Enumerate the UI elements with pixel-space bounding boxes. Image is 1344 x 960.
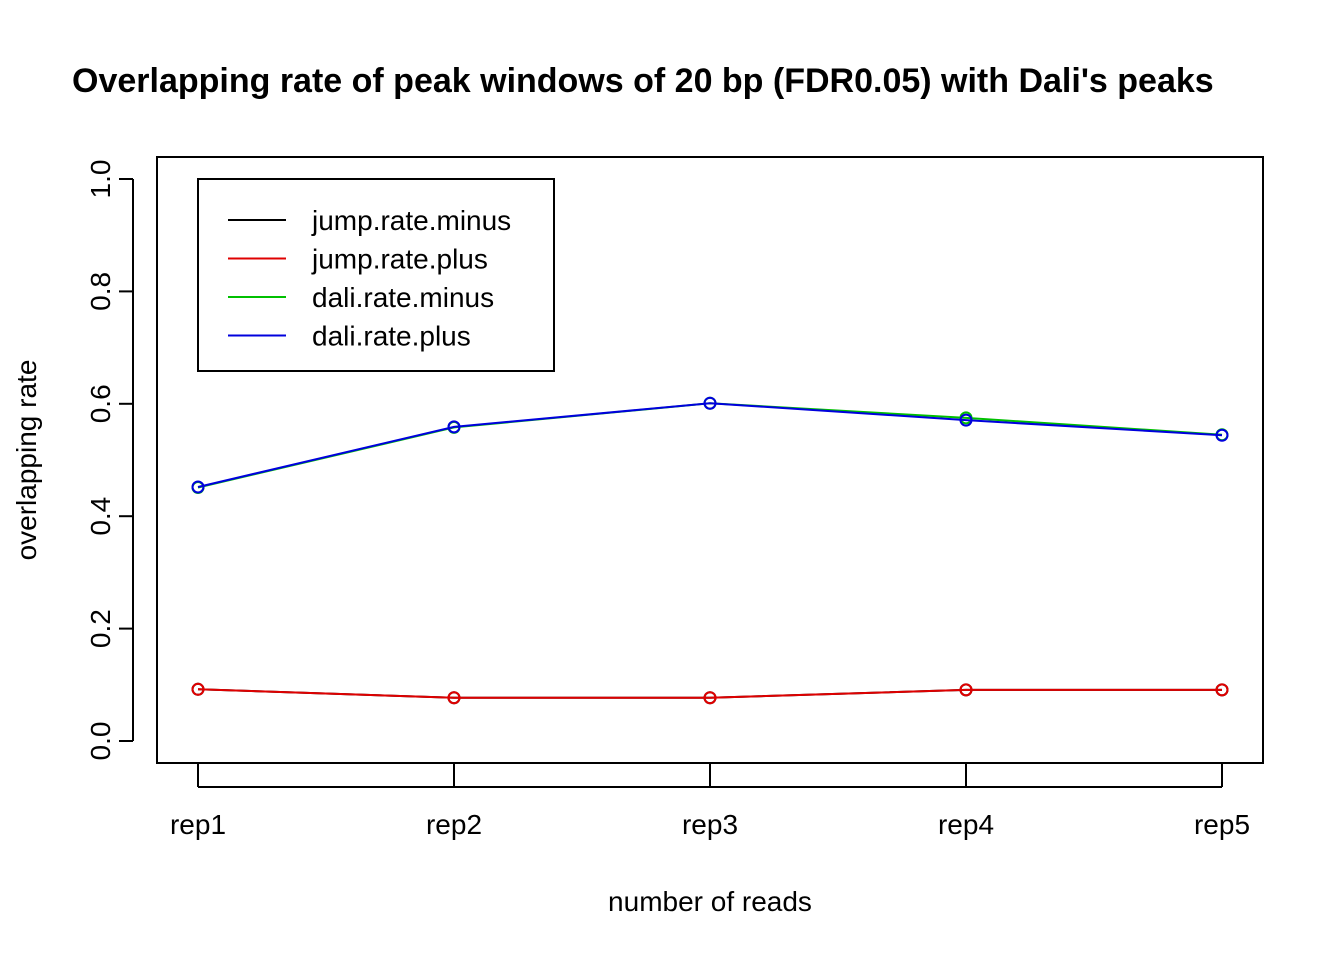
series-line — [197, 688, 1222, 699]
legend-entry: jump.rate.minus — [311, 205, 511, 236]
y-tick-label: 1.0 — [85, 160, 116, 199]
y-tick-label: 0.6 — [85, 384, 116, 423]
legend-entry: dali.rate.plus — [312, 321, 471, 352]
data-point — [447, 691, 461, 705]
legend-entry: jump.rate.plus — [311, 244, 488, 275]
x-tick-label: rep4 — [938, 809, 994, 840]
legend: jump.rate.minus jump.rate.plus dali.rate.m… — [197, 178, 555, 372]
series-dali-rate-plus — [191, 396, 1229, 494]
series-layer — [191, 396, 1229, 705]
data-point — [703, 691, 717, 705]
series-line — [197, 402, 1223, 488]
x-tick-label: rep1 — [170, 809, 226, 840]
x-axis: rep1 rep2 rep3 rep4 rep5 — [170, 763, 1250, 840]
data-point — [1215, 428, 1229, 442]
y-tick-label: 0.2 — [85, 609, 116, 648]
data-point — [959, 413, 973, 427]
chart-title: Overlapping rate of peak windows of 20 b… — [72, 62, 1214, 100]
data-point — [703, 396, 717, 410]
x-tick-label: rep2 — [426, 809, 482, 840]
y-tick-label: 0.0 — [85, 722, 116, 761]
y-tick-label: 0.8 — [85, 272, 116, 311]
x-tick-label: rep3 — [682, 809, 738, 840]
data-point — [191, 480, 205, 494]
data-point — [447, 420, 461, 434]
series-jump-rate-plus — [191, 682, 1229, 705]
series-line — [197, 402, 1223, 489]
legend-entry: dali.rate.minus — [312, 282, 494, 313]
y-axis: 0.0 0.2 0.4 0.6 0.8 1.0 — [85, 160, 134, 761]
x-axis-label: number of reads — [608, 886, 812, 917]
series-dali-rate-minus — [191, 396, 1229, 495]
x-tick-label: rep5 — [1194, 809, 1250, 840]
data-point — [1215, 683, 1229, 697]
data-point — [191, 682, 205, 696]
data-point — [959, 683, 973, 697]
y-axis-label: overlapping rate — [11, 360, 42, 561]
legend-box — [197, 178, 555, 372]
y-tick-label: 0.4 — [85, 497, 116, 536]
